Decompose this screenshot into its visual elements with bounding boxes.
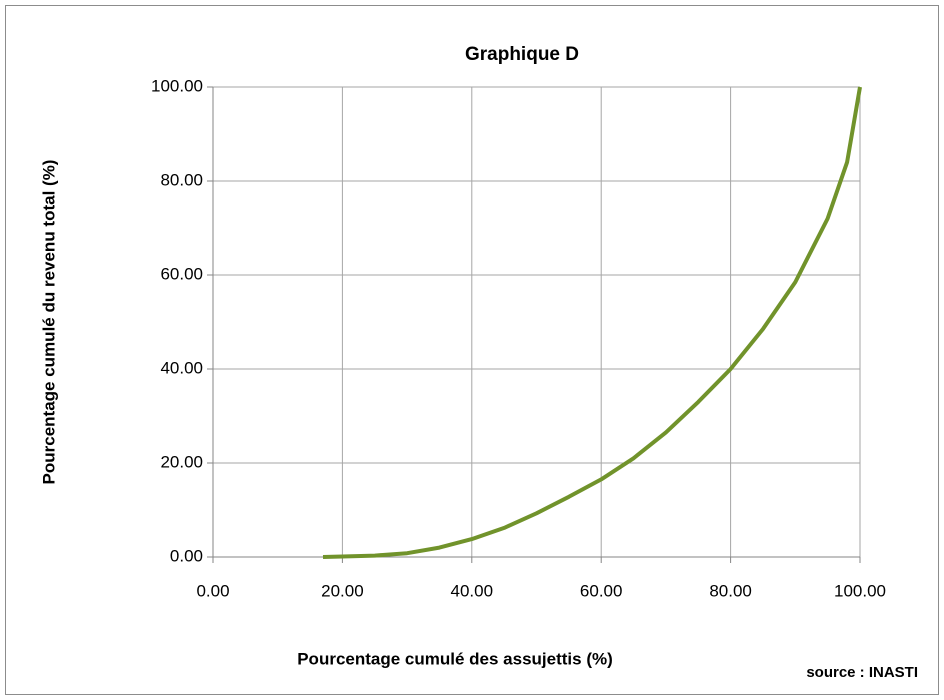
y-tick-label: 40.00: [160, 358, 203, 377]
y-tick-label: 100.00: [151, 76, 203, 95]
y-tick-label: 80.00: [160, 170, 203, 189]
x-tick-label: 60.00: [580, 581, 623, 600]
x-tick-label: 0.00: [196, 581, 229, 600]
y-tick-label: 0.00: [170, 546, 203, 565]
data-line: [322, 86, 862, 559]
source-note: source : INASTI: [806, 664, 918, 681]
x-tick-label: 80.00: [709, 581, 752, 600]
x-axis-label: Pourcentage cumulé des assujettis (%): [297, 649, 613, 668]
y-tick-label: 20.00: [160, 452, 203, 471]
x-tick-label: 100.00: [834, 581, 886, 600]
y-tick-label: 60.00: [160, 264, 203, 283]
chart-title: Graphique D: [465, 44, 579, 65]
y-axis-label: Pourcentage cumulé du revenu total (%): [39, 160, 58, 485]
x-tick-label: 40.00: [451, 581, 494, 600]
x-tick-label: 20.00: [321, 581, 364, 600]
